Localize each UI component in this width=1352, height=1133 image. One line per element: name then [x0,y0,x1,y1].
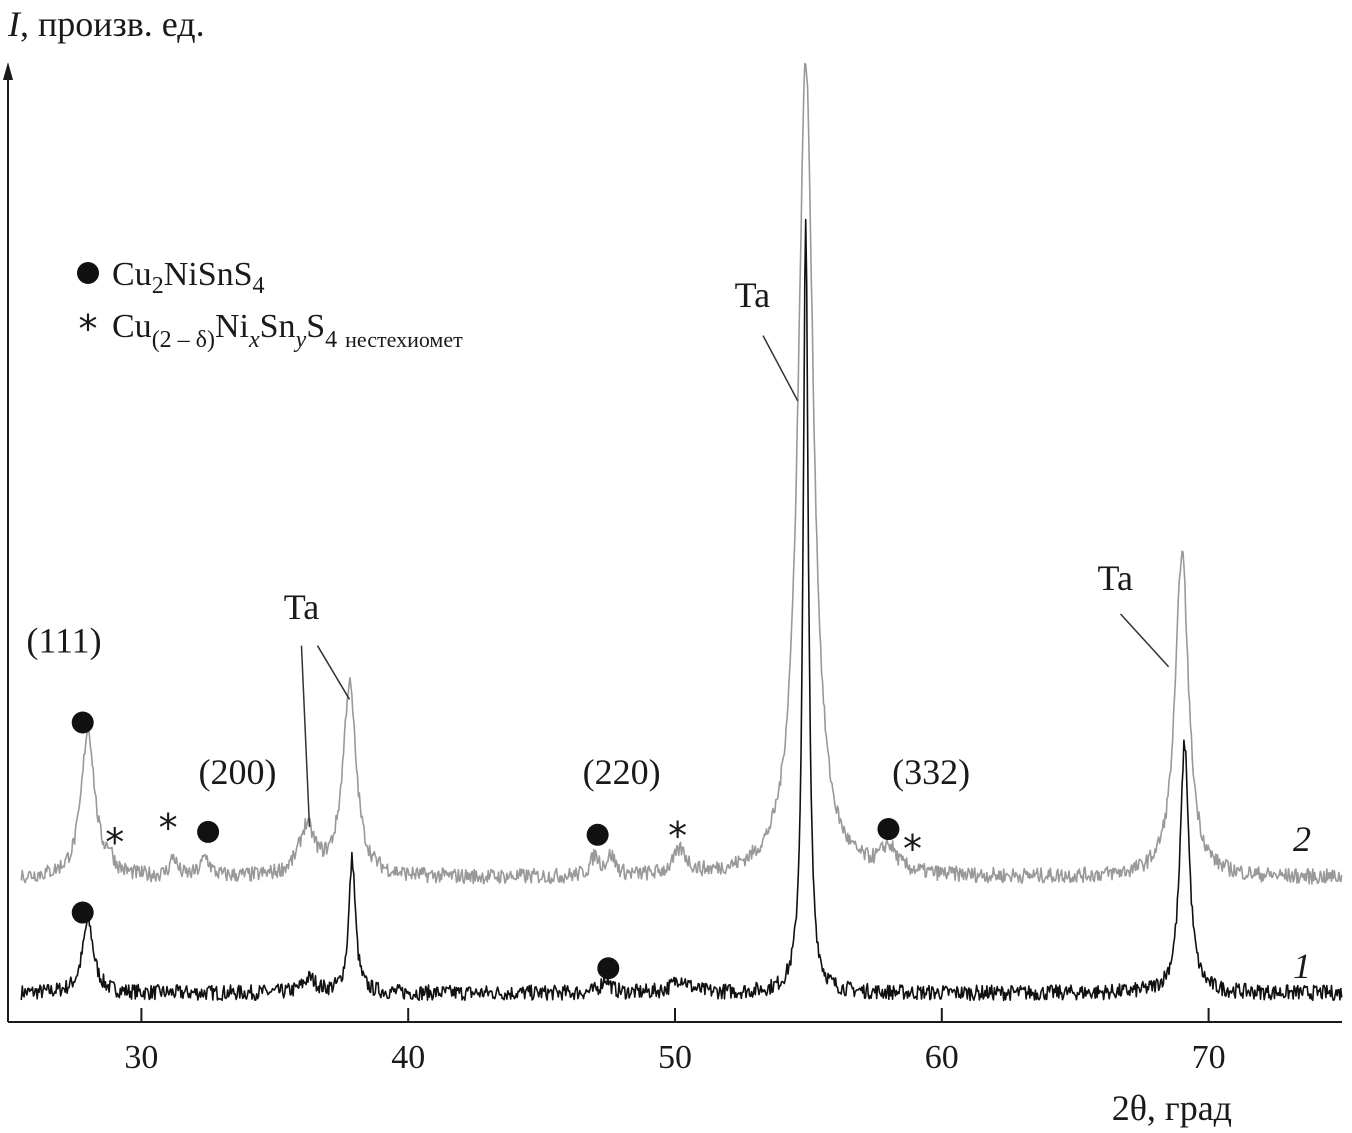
legend-asterisk-marker-icon: * [79,307,98,351]
phase-circle-marker-icon [71,711,94,734]
curves-layer [20,62,1343,1002]
legend-label-nonstoichiometric: Cu(2 – δ)NixSnyS4 нестехиомет [112,308,463,353]
annotation-leader-line [762,335,799,402]
peak-annotation: Ta [284,587,319,627]
peak-annotation: (200) [198,752,276,792]
axes [3,62,1342,1023]
series-label-1: 1 [1293,946,1311,986]
phase-circle-marker-icon [586,823,609,846]
peak-annotation: Ta [1097,558,1132,598]
peak-annotation: Ta [735,275,770,315]
x-tick-label: 30 [124,1039,158,1076]
series-label-2: 2 [1293,819,1311,859]
series-2-line [20,62,1343,885]
legend: Cu2NiSnS4 * Cu(2 – δ)NixSnyS4 нестехиомет [77,256,463,353]
phase-asterisk-marker-icon: * [159,806,178,850]
series-1-line [20,218,1343,1002]
phase-circle-marker-icon [197,820,220,843]
annotation-leader-line [1120,613,1170,668]
phase-asterisk-marker-icon: * [105,821,124,865]
peak-annotation: (220) [583,752,661,792]
peak-annotation: (111) [26,620,101,660]
legend-label-stoichiometric: Cu2NiSnS4 [112,256,265,299]
annotation-leader-line [316,645,351,700]
x-ticks: 30 40 50 60 70 [124,1008,1226,1076]
x-tick-label: 40 [391,1039,425,1076]
y-axis-arrow-icon [3,62,13,80]
x-tick-label: 70 [1192,1039,1226,1076]
phase-circle-marker-icon [71,901,94,924]
x-axis-label: 2θ, град [1112,1088,1232,1128]
phase-asterisk-marker-icon: * [668,814,687,858]
annotation-leader-line [300,645,311,828]
x-tick-label: 60 [925,1039,959,1076]
phase-asterisk-marker-icon: * [903,827,922,871]
phase-circle-marker-icon [877,818,900,841]
peak-markers: * * * * [71,711,922,980]
x-tick-label: 50 [658,1039,692,1076]
phase-circle-marker-icon [597,957,620,980]
peak-annotation: (332) [892,752,970,792]
annotations: 1 2 (111) (200) (220) (332) Ta Ta Ta [26,275,1311,986]
legend-circle-marker-icon [77,262,99,284]
y-axis-label: I, произв. ед. [7,4,205,44]
